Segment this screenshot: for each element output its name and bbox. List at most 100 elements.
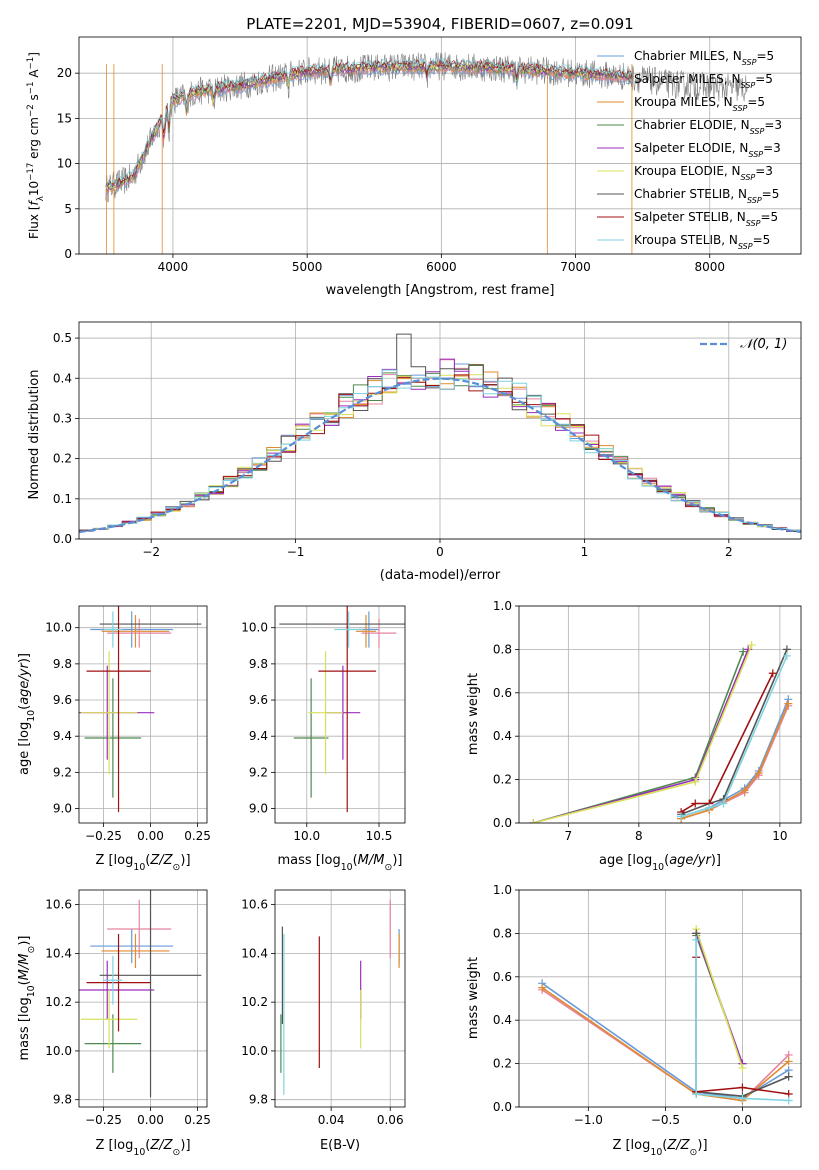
spectrum-model-salpeter-miles	[105, 65, 633, 196]
legend-label: 𝒩(0, 1)	[740, 337, 787, 352]
legend-label: Kroupa MILES, NSSP=5	[634, 95, 765, 113]
series-marker	[677, 812, 686, 821]
series-line	[532, 644, 753, 823]
errorbar-kroupa-elodie	[80, 989, 138, 1049]
y-tick-label: 0.5	[53, 331, 72, 345]
y-axis-label: mass [log10(M/M⊙)]	[17, 936, 37, 1061]
y-tick-label: 9.0	[249, 802, 268, 816]
plot-area	[105, 51, 748, 254]
y-tick-label: 15	[57, 111, 72, 125]
y-axis-label: Normed distribution	[27, 370, 42, 500]
series-marker	[784, 699, 793, 708]
axes-frame	[274, 889, 406, 1108]
spectrum-legend: Chabrier MILES, NSSP=5 Salpeter MILES, NS…	[597, 49, 782, 251]
x-tick-label: −0.25	[85, 829, 122, 843]
series-marker	[738, 1083, 747, 1092]
series-line	[680, 649, 788, 816]
legend-label: Chabrier ELODIE, NSSP=3	[634, 118, 782, 136]
axes-frame	[78, 321, 802, 540]
legend-label: Salpeter ELODIE, NSSP=3	[634, 141, 781, 159]
x-tick-label: −2	[142, 545, 160, 559]
y-tick-label: 9.2	[249, 765, 268, 779]
errorbar-kroupa-elodie	[80, 651, 138, 775]
spectrum-model-kroupa-miles	[105, 64, 633, 193]
errorbar-kroupa-miles	[101, 933, 170, 969]
errorbar-kroupa-miles	[101, 615, 170, 648]
gridlines	[275, 890, 405, 1107]
errorbar-chabrier-miles	[90, 929, 174, 964]
errorbar-chabrier-elodie	[84, 678, 142, 798]
plot-area	[538, 925, 793, 1105]
y-tick-label: 0.3	[53, 411, 72, 425]
gridlines	[79, 890, 207, 1107]
gridlines	[79, 606, 207, 823]
series-line	[695, 928, 744, 1069]
spectrum-model-kroupa-elodie	[105, 60, 633, 191]
figure-title: PLATE=2201, MJD=53904, FIBERID=0607, z=0…	[246, 15, 633, 33]
x-axis-label: E(B-V)	[320, 1138, 360, 1153]
y-tick-label: 0.6	[493, 686, 512, 700]
spectrum-model-chabrier-elodie	[105, 63, 633, 191]
series-line	[680, 698, 790, 818]
errorbar-salpeter-miles	[107, 618, 172, 648]
y-tick-label: 10.2	[45, 995, 72, 1009]
y-tick-label: 10.0	[45, 621, 72, 635]
x-tick-label: 0	[436, 545, 444, 559]
axes-frame	[78, 605, 208, 824]
hist-kroupa-stelib	[79, 369, 801, 539]
x-axis-label: mass [log10(M/M⊙)]	[278, 853, 403, 873]
legend-label: Chabrier MILES, NSSP=5	[634, 49, 774, 67]
axes-frame	[518, 605, 802, 824]
x-tick-label: 8000	[694, 260, 725, 274]
x-tick-label: 0.00	[137, 1113, 164, 1127]
series-marker	[784, 1096, 793, 1105]
x-tick-label: −1.0	[574, 1113, 603, 1127]
series-marker	[691, 799, 700, 808]
y-tick-label: 9.6	[53, 693, 72, 707]
chart-mass-weight-vs-Z: −1.0 −0.5 0.0 0.0 0.2 0.4 0.6 0.8 1.0 Z [log10(Z/…	[466, 883, 802, 1158]
series-kroupa-stelib	[677, 651, 791, 821]
y-tick-label: 9.8	[53, 657, 72, 671]
chart-mass-vs-ebv: 0.04 0.06 9.8 10.0 10.2 10.4 10.6 E(B-V)	[241, 889, 406, 1153]
x-axis-label: Z [log10(Z/Z⊙)]	[95, 1138, 190, 1158]
axes-frame	[78, 36, 802, 255]
errorbar-salpeter-miles	[361, 618, 397, 648]
y-tick-label: 10.6	[241, 898, 268, 912]
legend-label: Salpeter MILES, NSSP=5	[634, 72, 773, 90]
series-marker	[705, 803, 714, 812]
chart-mass-vs-Z: −0.25 0.00 0.25 9.8 10.0 10.2 10.4 10.6 Z [log10…	[17, 889, 211, 1158]
y-tick-label: 9.0	[53, 802, 72, 816]
series-line	[680, 703, 790, 820]
x-tick-label: 10.0	[293, 829, 320, 843]
spectrum-model-salpeter-elodie	[105, 61, 633, 192]
errorbar-salpeter-stelib	[86, 933, 151, 1032]
series-line	[695, 939, 789, 1102]
gridlines	[275, 606, 405, 823]
x-axis-label: Z [log10(Z/Z⊙)]	[95, 853, 190, 873]
errorbar-chabrier-elodie	[293, 678, 329, 798]
x-tick-label: 5000	[292, 260, 323, 274]
y-tick-label: 0.1	[53, 492, 72, 506]
axes-frame	[274, 605, 406, 824]
y-axis-label: Flux [fλ10−17 erg cm−2 s−1 A−1]	[26, 52, 46, 239]
chart-spectrum: 4000 5000 6000 7000 8000 0 5 10 15 20 wavelength […	[26, 36, 802, 298]
plot-area	[79, 890, 202, 1098]
x-tick-label: 8	[635, 829, 643, 843]
errorbar-kroupa-stelib	[103, 955, 123, 1005]
series-kroupa-stelib	[692, 935, 793, 1105]
x-tick-label: 0.0	[733, 1113, 752, 1127]
errorbar-salpeter-miles	[107, 899, 172, 959]
gridlines	[519, 889, 801, 1108]
series-marker	[740, 786, 749, 795]
errorbar-chabrier-elodie	[84, 1014, 142, 1073]
errorbar-chabrier-stelib	[99, 890, 202, 1098]
y-tick-label: 10.0	[241, 621, 268, 635]
plot-area	[79, 606, 202, 813]
y-tick-label: 0.0	[53, 532, 72, 546]
x-tick-label: 0.06	[377, 1113, 404, 1127]
y-tick-label: 10.2	[241, 995, 268, 1009]
y-axis-label: mass weight	[466, 957, 481, 1039]
series-marker	[754, 769, 763, 778]
legend-label: Kroupa STELIB, NSSP=5	[634, 233, 770, 251]
y-tick-label: 9.8	[53, 1093, 72, 1107]
